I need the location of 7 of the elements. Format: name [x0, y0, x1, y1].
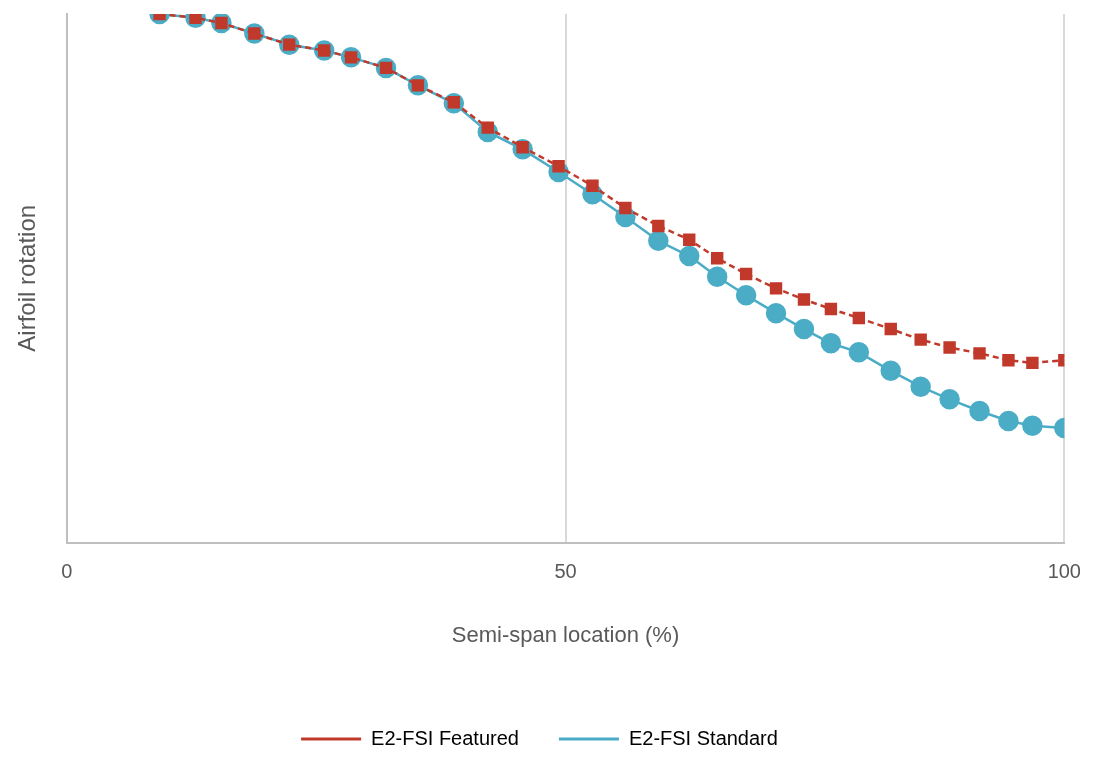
- legend-label: E2-FSI Standard: [628, 726, 778, 749]
- x-tick-label: 100: [1047, 560, 1081, 583]
- x-axis-title: Semi-span location (%): [451, 621, 680, 647]
- y-axis-title: Airfoil rotation: [13, 204, 41, 352]
- legend-label: E2-FSI Featured: [371, 726, 519, 749]
- x-tick-label: 0: [61, 560, 73, 583]
- x-tick-label: 50: [554, 560, 577, 583]
